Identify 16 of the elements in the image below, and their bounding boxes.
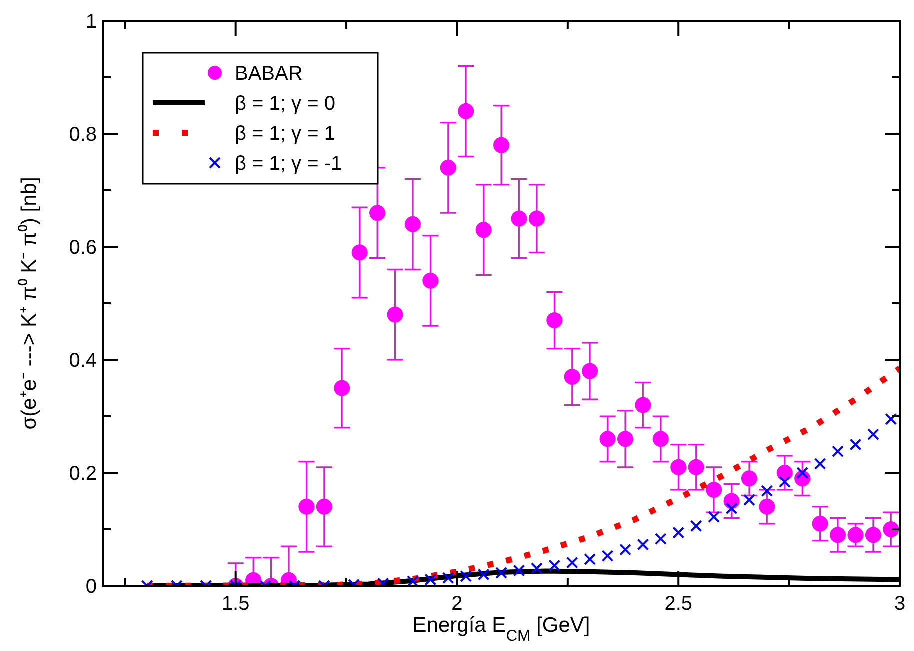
x-tick-label: 1.5 <box>222 593 250 615</box>
x-tick-label: 2.5 <box>664 593 693 615</box>
legend-label: β = 1; γ = -1 <box>235 153 342 175</box>
x-tick-label: 3 <box>894 593 906 615</box>
y-tick-label: 0.4 <box>69 350 97 372</box>
legend-label: β = 1; γ = 0 <box>235 93 336 115</box>
x-tick-label: 2 <box>452 593 463 615</box>
x-axis-title: Energía E$_{CM}$ [GeV] <box>412 614 590 644</box>
y-tick-label: 0.8 <box>69 124 97 146</box>
y-tick-label: 0 <box>86 576 97 598</box>
y-axis-title: σ(e⁺e⁻ ---> K⁺ π⁰ K⁻ π⁰) [nb] <box>18 177 41 430</box>
y-tick-label: 0.6 <box>69 237 97 259</box>
legend-label: BABAR <box>235 63 303 85</box>
legend-label: β = 1; γ = 1 <box>235 123 336 145</box>
y-tick-label: 1 <box>86 11 97 33</box>
y-tick-label: 0.2 <box>69 463 97 485</box>
